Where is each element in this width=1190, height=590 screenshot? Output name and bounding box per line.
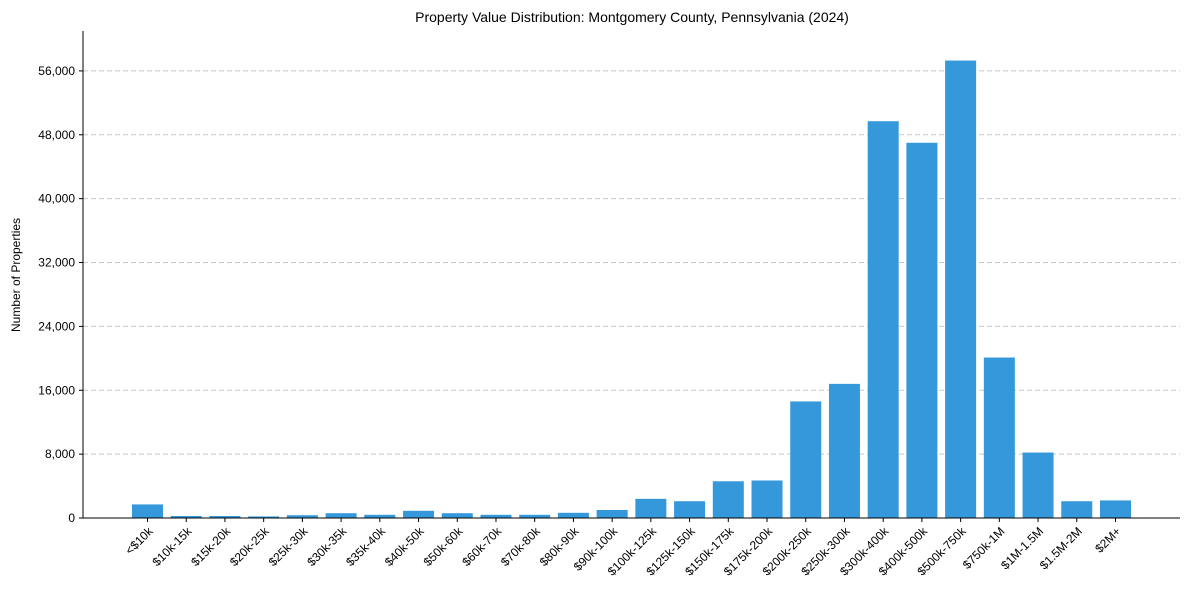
bar bbox=[867, 121, 899, 518]
bar bbox=[674, 501, 706, 518]
bar bbox=[480, 514, 512, 518]
x-tick-label: $30k-35k bbox=[304, 524, 350, 570]
bar bbox=[1022, 452, 1054, 518]
x-tick-label: $2M+ bbox=[1092, 524, 1123, 555]
bar bbox=[557, 512, 589, 518]
bars bbox=[132, 60, 1131, 519]
x-tick-label: $25k-30k bbox=[266, 524, 312, 570]
x-tick-labels: <$10k$10k-15k$15k-20k$20k-25k$25k-30k$30… bbox=[122, 518, 1124, 578]
y-tick-label: 32,000 bbox=[38, 256, 75, 270]
bar bbox=[596, 510, 628, 518]
bar bbox=[519, 514, 551, 518]
y-tick-label: 40,000 bbox=[38, 192, 75, 206]
bar bbox=[906, 142, 938, 518]
x-tick-label: $10k-15k bbox=[150, 524, 196, 570]
bar bbox=[286, 515, 318, 518]
y-tick-label: 8,000 bbox=[45, 447, 75, 461]
y-tick-labels: 0 8,000 16,000 24,000 32,000 40,000 48,000 56,0… bbox=[38, 64, 83, 525]
bar bbox=[983, 357, 1015, 518]
x-tick-label: $1.5M-2M bbox=[1037, 524, 1085, 572]
gridlines bbox=[83, 70, 1180, 455]
bar bbox=[364, 514, 396, 518]
x-tick-label: $15k-20k bbox=[188, 524, 234, 570]
y-tick-label: 24,000 bbox=[38, 319, 75, 333]
bar bbox=[325, 513, 357, 518]
bar bbox=[403, 510, 435, 518]
y-tick-label: 56,000 bbox=[38, 64, 75, 78]
y-tick-label: 48,000 bbox=[38, 128, 75, 142]
bar bbox=[790, 401, 822, 518]
bar bbox=[751, 480, 783, 518]
bar bbox=[209, 516, 241, 518]
bar bbox=[170, 516, 202, 518]
chart-title: Property Value Distribution: Montgomery … bbox=[415, 9, 849, 25]
bar bbox=[635, 498, 667, 518]
x-tick-label: $60k-70k bbox=[459, 524, 505, 570]
bar bbox=[248, 516, 280, 518]
bar bbox=[712, 481, 744, 518]
bar bbox=[1100, 500, 1131, 518]
bar bbox=[828, 383, 860, 518]
x-tick-label: $35k-40k bbox=[343, 524, 389, 570]
bar bbox=[441, 513, 473, 518]
x-tick-label: $50k-60k bbox=[421, 524, 467, 570]
y-axis-title: Number of Properties bbox=[9, 218, 23, 332]
y-tick-label: 16,000 bbox=[38, 383, 75, 397]
axes bbox=[82, 31, 1180, 519]
x-tick-label: $40k-50k bbox=[382, 524, 428, 570]
y-tick-label: 0 bbox=[68, 511, 75, 525]
bar bbox=[132, 504, 163, 518]
x-tick-label: $20k-25k bbox=[227, 524, 273, 570]
bar bbox=[945, 60, 977, 519]
x-tick-label: <$10k bbox=[122, 524, 156, 558]
x-tick-label: $70k-80k bbox=[498, 524, 544, 570]
bar bbox=[1061, 501, 1093, 518]
